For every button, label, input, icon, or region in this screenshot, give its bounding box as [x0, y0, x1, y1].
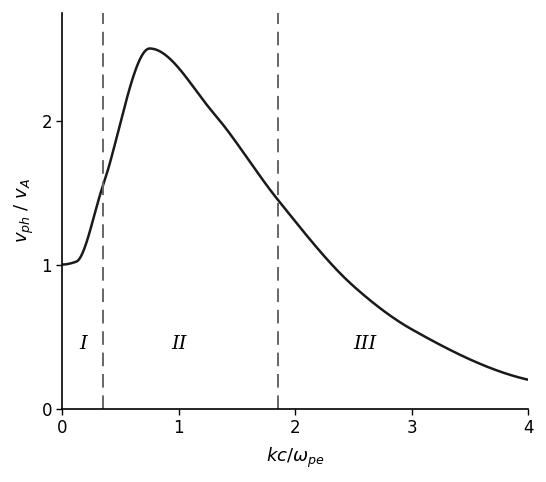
Text: III: III [354, 335, 377, 353]
Text: I: I [79, 335, 87, 353]
Y-axis label: $v_{ph}\ /\ v_A$: $v_{ph}\ /\ v_A$ [13, 178, 35, 243]
X-axis label: $kc/\omega_{pe}$: $kc/\omega_{pe}$ [266, 445, 325, 469]
Text: II: II [171, 335, 187, 353]
